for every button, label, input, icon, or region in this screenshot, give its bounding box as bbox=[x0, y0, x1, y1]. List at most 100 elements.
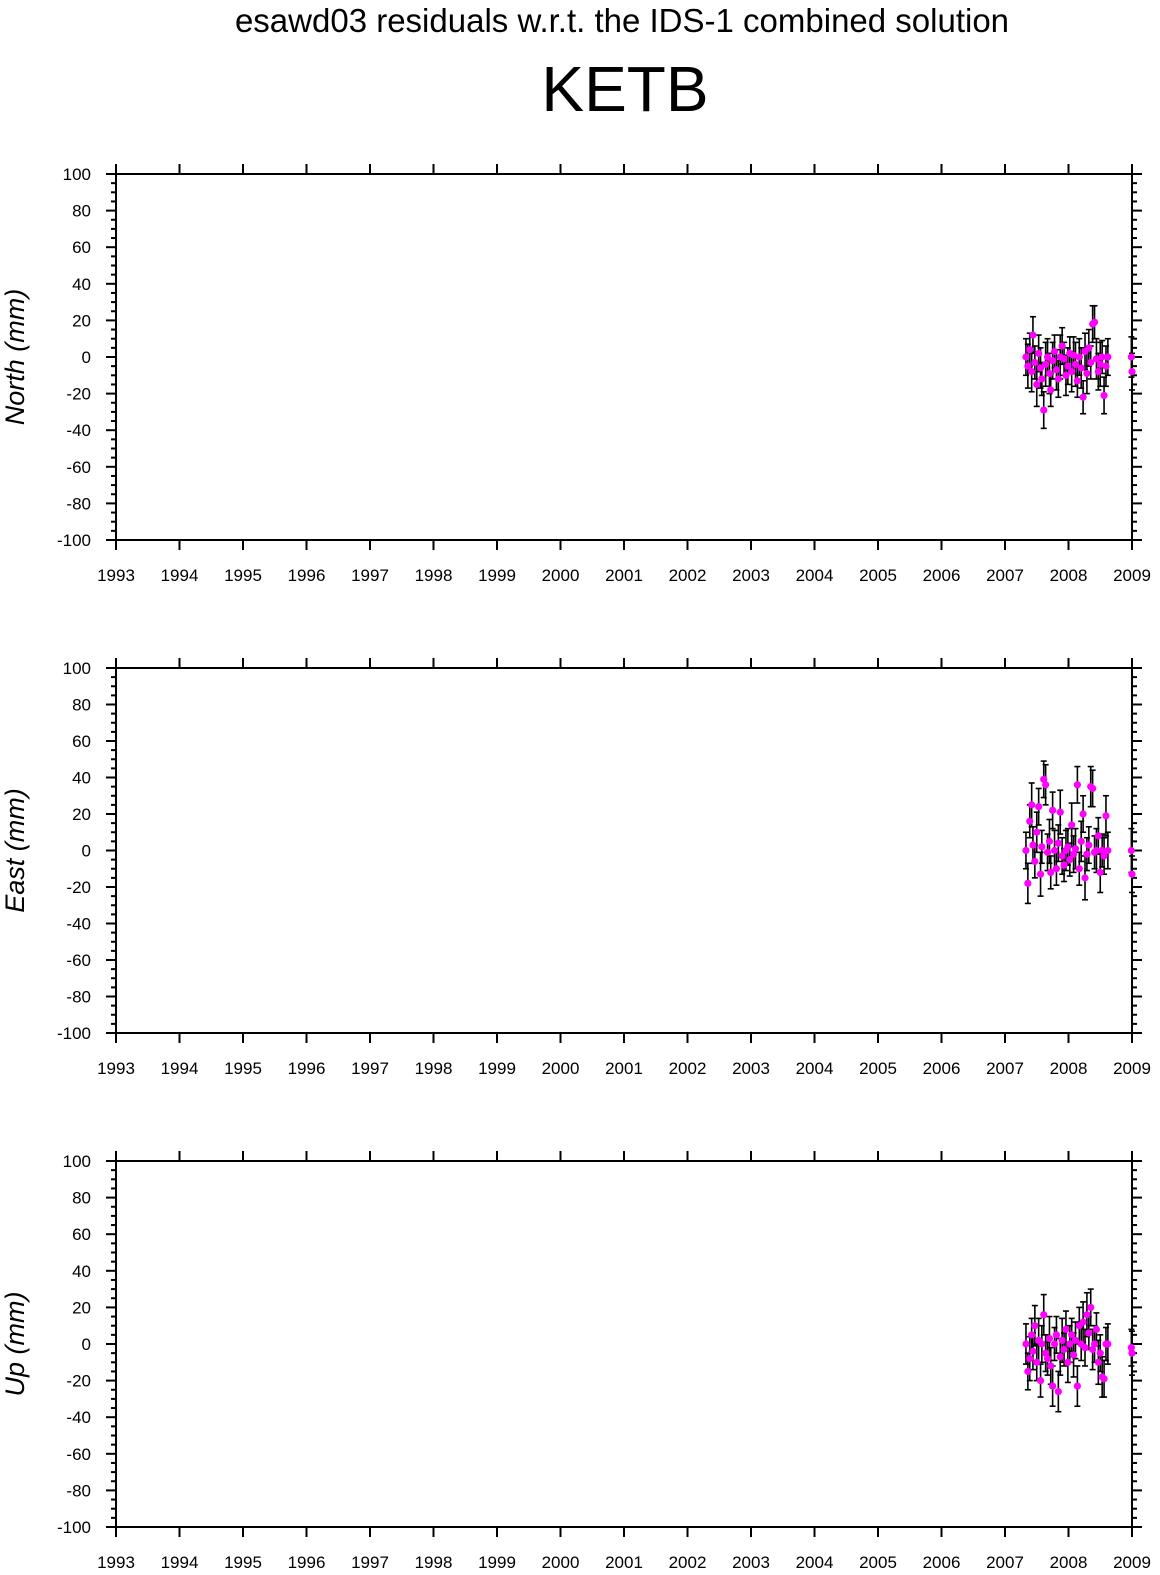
y-tick-label: -80 bbox=[66, 1481, 91, 1500]
data-point bbox=[1056, 808, 1064, 816]
data-point bbox=[1040, 1311, 1048, 1319]
data-point bbox=[1089, 1345, 1097, 1354]
y-tick-label: -40 bbox=[66, 1408, 91, 1427]
data-point bbox=[1058, 852, 1066, 860]
x-tick-label: 1995 bbox=[224, 1553, 262, 1572]
data-point bbox=[1069, 351, 1078, 359]
data-point bbox=[1085, 841, 1093, 849]
y-tick-label: 60 bbox=[72, 732, 91, 751]
x-tick-label: 1999 bbox=[478, 566, 516, 585]
data-point bbox=[1060, 1345, 1068, 1354]
data-point bbox=[1038, 1340, 1046, 1348]
data-point bbox=[1064, 843, 1072, 851]
data-point bbox=[1031, 1322, 1039, 1330]
data-point bbox=[1060, 861, 1068, 869]
plot-frame bbox=[115, 1160, 1133, 1528]
data-point bbox=[1054, 375, 1062, 383]
data-point bbox=[1128, 368, 1136, 376]
data-point bbox=[1128, 1349, 1136, 1357]
data-point bbox=[1050, 1340, 1059, 1348]
data-point bbox=[1083, 850, 1091, 858]
y-tick-label: -80 bbox=[66, 988, 91, 1007]
data-point bbox=[1022, 1340, 1030, 1348]
x-tick-label: 2006 bbox=[923, 1553, 961, 1572]
x-tick-label: 1997 bbox=[351, 1059, 389, 1078]
data-point bbox=[1042, 1349, 1050, 1357]
y-axis-label: North (mm) bbox=[0, 289, 30, 426]
data-point bbox=[1052, 1331, 1061, 1339]
data-point bbox=[1087, 358, 1095, 367]
y-tick-label: -60 bbox=[66, 1445, 91, 1464]
x-tick-label: 2009 bbox=[1113, 1553, 1151, 1572]
x-tick-label: 2001 bbox=[605, 566, 643, 585]
y-tick-label: -100 bbox=[57, 1518, 91, 1537]
data-point bbox=[1050, 347, 1059, 356]
x-tick-label: 2009 bbox=[1113, 566, 1151, 585]
data-point bbox=[1024, 879, 1032, 887]
x-tick-label: 1998 bbox=[415, 1059, 453, 1078]
data-point bbox=[1064, 362, 1072, 370]
data-point bbox=[1090, 1340, 1099, 1348]
data-point bbox=[1100, 391, 1108, 400]
data-point bbox=[1062, 371, 1070, 379]
x-tick-label: 1996 bbox=[288, 1059, 326, 1078]
data-point bbox=[1090, 318, 1099, 326]
data-point bbox=[1102, 812, 1110, 820]
x-tick-label: 1997 bbox=[351, 566, 389, 585]
data-point bbox=[1071, 845, 1080, 853]
data-point bbox=[1068, 821, 1076, 829]
data-point bbox=[1094, 1358, 1102, 1366]
data-point bbox=[1128, 870, 1136, 878]
data-point bbox=[1079, 1318, 1087, 1326]
y-tick-label: 100 bbox=[63, 1152, 91, 1171]
data-point bbox=[1083, 1311, 1091, 1319]
data-point bbox=[1058, 1336, 1066, 1344]
data-point bbox=[1028, 1331, 1036, 1339]
data-point bbox=[1029, 331, 1037, 339]
data-point bbox=[1038, 375, 1046, 383]
data-point bbox=[1100, 1375, 1108, 1383]
data-point bbox=[1069, 850, 1078, 858]
data-point bbox=[1069, 1351, 1078, 1359]
data-point bbox=[1073, 781, 1081, 789]
data-point bbox=[1040, 406, 1048, 414]
data-point bbox=[1024, 1367, 1032, 1376]
data-point bbox=[1049, 357, 1057, 365]
y-tick-label: 100 bbox=[63, 659, 91, 678]
y-tick-label: 0 bbox=[82, 842, 91, 861]
x-tick-label: 1994 bbox=[161, 1553, 199, 1572]
data-point bbox=[1077, 837, 1085, 845]
data-point bbox=[1031, 358, 1039, 367]
data-point bbox=[1022, 846, 1030, 855]
data-point bbox=[1026, 346, 1034, 354]
data-point bbox=[1045, 369, 1054, 378]
data-point bbox=[1096, 360, 1104, 368]
data-point bbox=[1092, 1325, 1101, 1333]
x-tick-label: 1998 bbox=[415, 566, 453, 585]
data-point bbox=[1052, 865, 1061, 873]
data-point bbox=[1029, 1347, 1037, 1355]
figure-title: KETB bbox=[541, 53, 709, 125]
x-tick-label: 2003 bbox=[732, 566, 770, 585]
data-point bbox=[1040, 775, 1048, 783]
data-point bbox=[1036, 364, 1045, 372]
x-tick-label: 2001 bbox=[605, 1553, 643, 1572]
x-tick-label: 2002 bbox=[669, 1553, 707, 1572]
y-tick-label: -20 bbox=[66, 878, 91, 897]
data-point bbox=[1075, 865, 1083, 873]
data-point bbox=[1094, 832, 1102, 840]
y-tick-label: 60 bbox=[72, 1225, 91, 1244]
data-point bbox=[1054, 839, 1062, 847]
plot-panel-1: 100 80 60 40 20 0 -20 -40 -60 -80 -100 1993 1994 1995… bbox=[0, 164, 1151, 585]
data-point bbox=[1036, 1377, 1045, 1385]
x-tick-label: 2008 bbox=[1050, 1553, 1088, 1572]
data-point bbox=[1071, 1336, 1080, 1344]
data-point bbox=[1028, 801, 1036, 809]
data-point bbox=[1038, 843, 1046, 851]
plot-panel-2: 100 80 60 40 20 0 -20 -40 -60 -80 -100 1993 1994 1995… bbox=[0, 658, 1151, 1078]
y-tick-label: -20 bbox=[66, 385, 91, 404]
data-point bbox=[1062, 1325, 1070, 1333]
y-tick-label: 20 bbox=[72, 1298, 91, 1317]
x-tick-label: 1996 bbox=[288, 566, 326, 585]
